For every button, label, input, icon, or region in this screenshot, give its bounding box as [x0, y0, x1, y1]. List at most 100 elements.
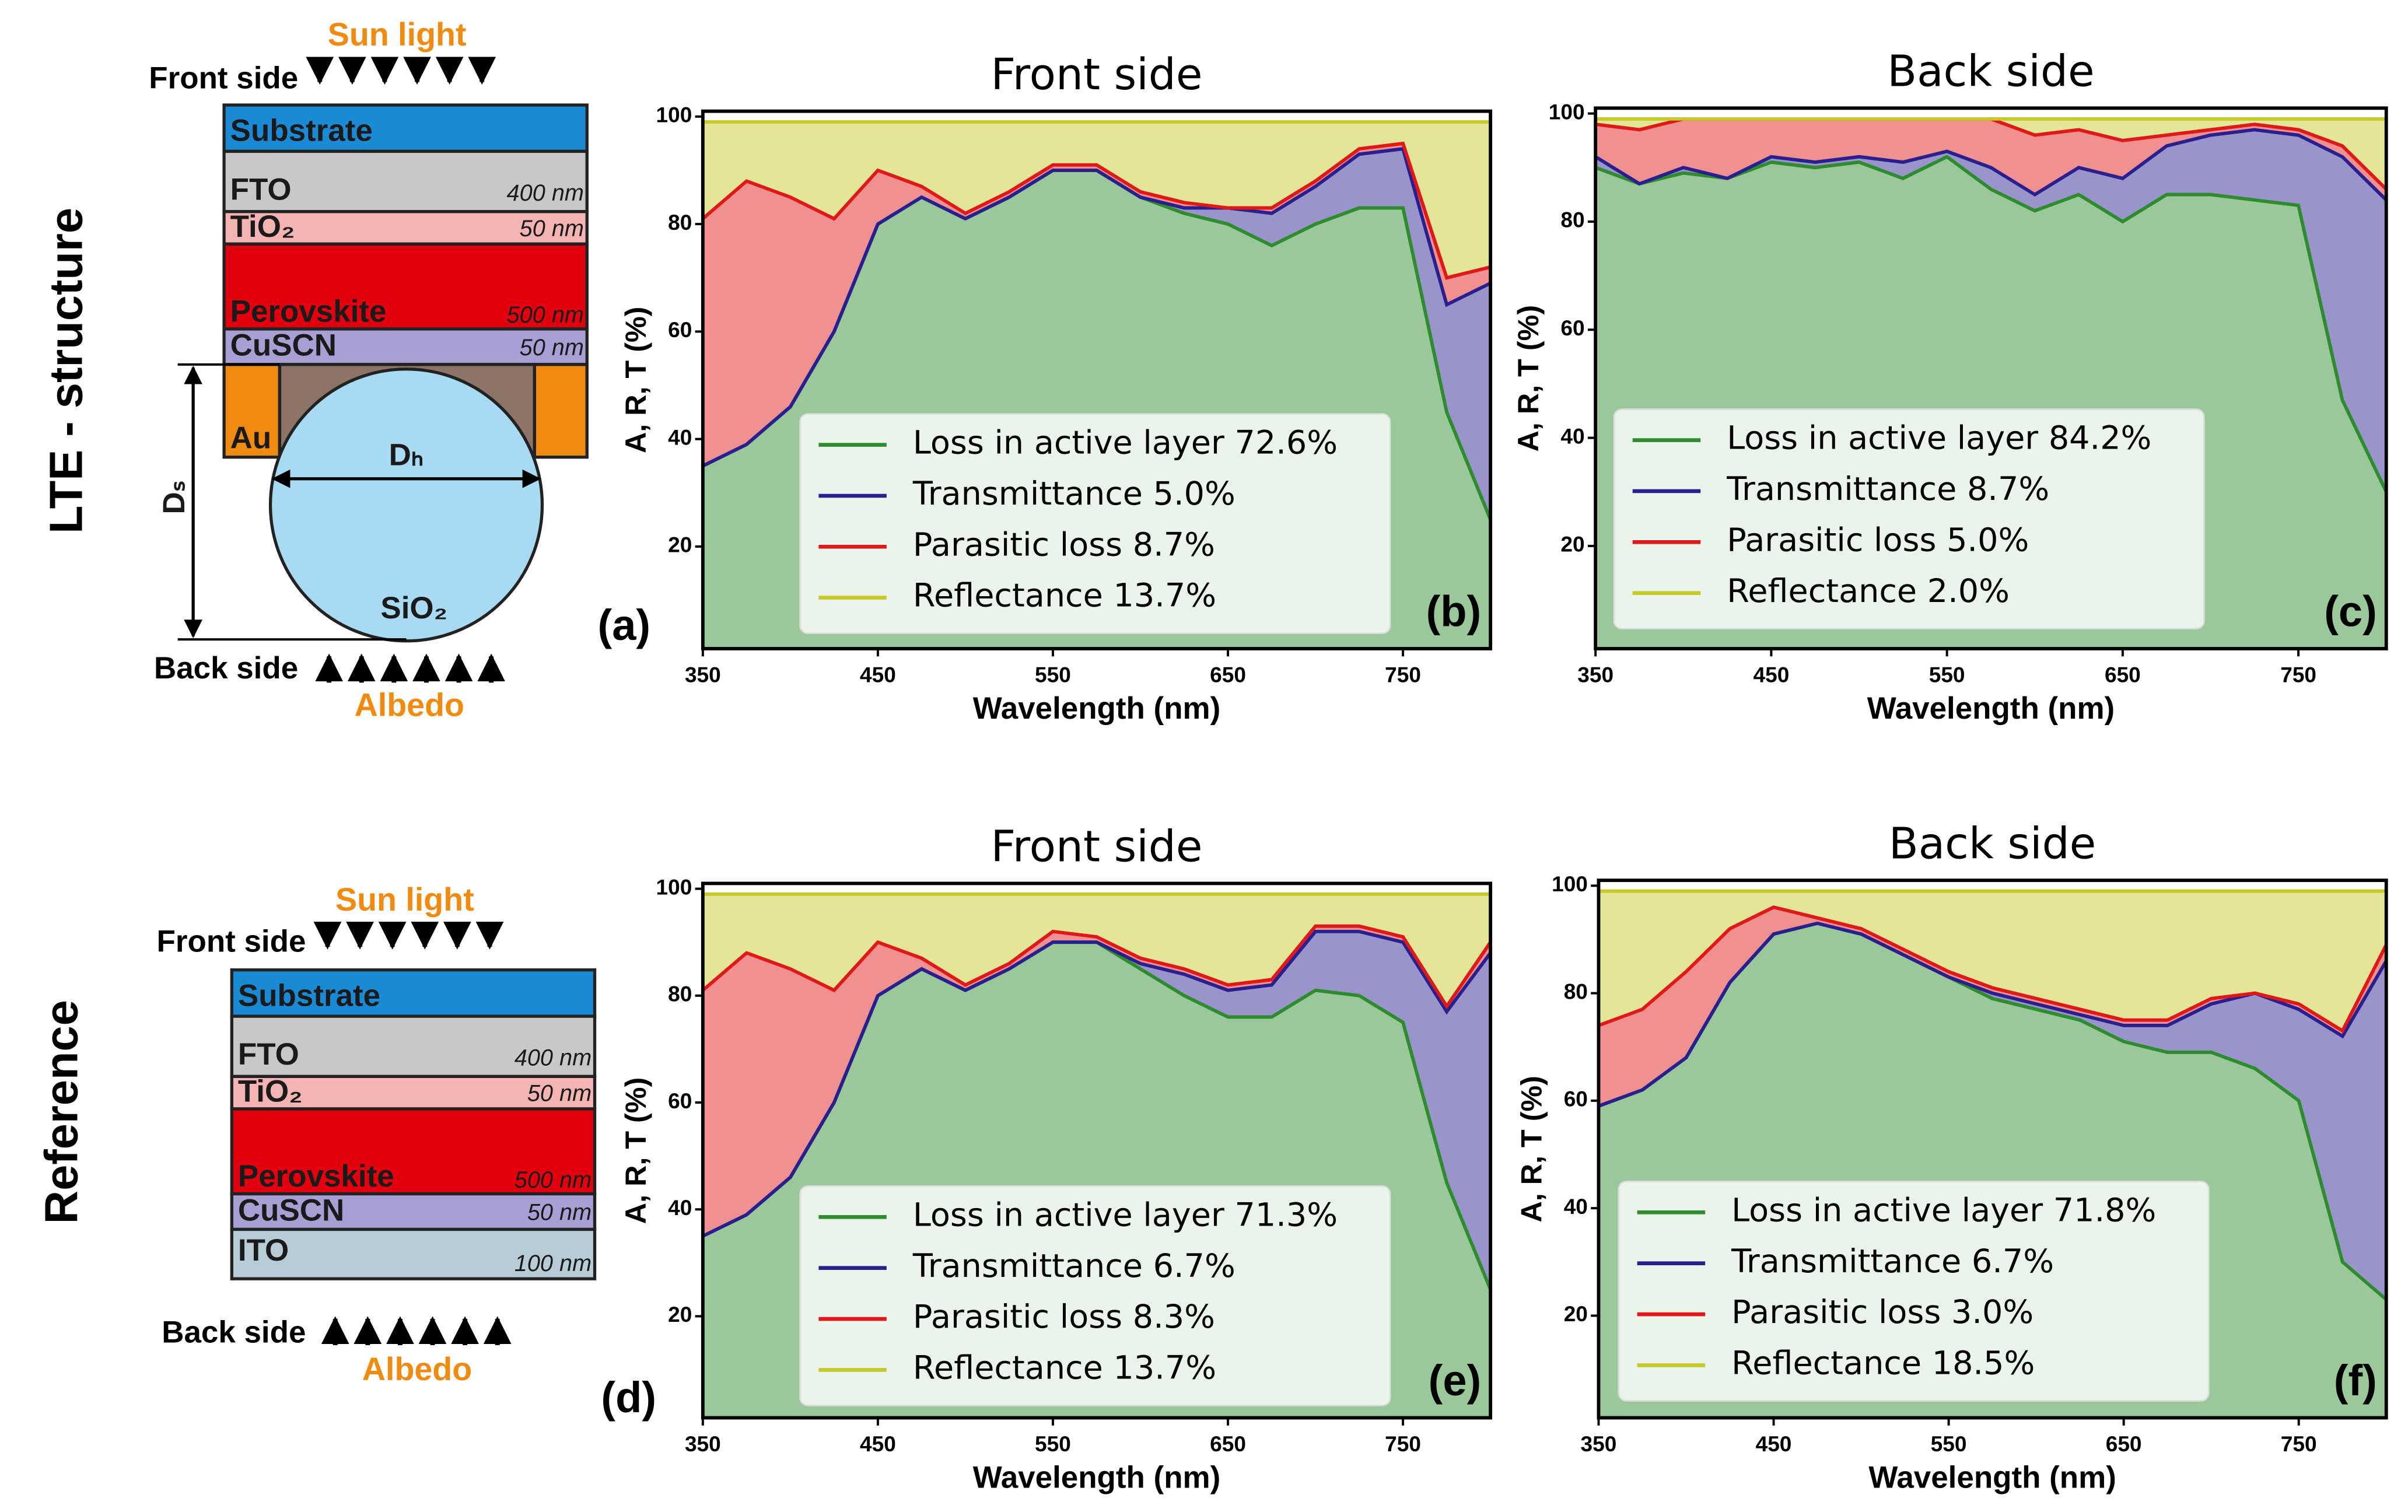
- legend-label: Loss in active layer 84.2%: [1727, 419, 2151, 457]
- x-tick-label: 750: [1385, 1432, 1421, 1456]
- y-tick-label: 40: [668, 1195, 692, 1220]
- chart-title: Front side: [991, 822, 1203, 872]
- legend: Loss in active layer 71.3% Transmittance …: [799, 1185, 1391, 1406]
- legend-label: Reflectance 13.7%: [913, 1349, 1216, 1387]
- x-tick-label: 650: [2105, 662, 2141, 687]
- y-axis-label: A, R, T (%): [619, 307, 652, 453]
- x-axis-label: Wavelength (nm): [973, 1460, 1220, 1494]
- legend-box: [1618, 1181, 2210, 1402]
- x-tick-label: 650: [2106, 1432, 2142, 1456]
- x-tick-label: 750: [2280, 662, 2316, 687]
- chart-title: Back side: [1889, 818, 2096, 869]
- y-tick-label: 20: [668, 533, 692, 557]
- y-tick-label: 100: [656, 103, 692, 127]
- front-label: Front side: [157, 925, 306, 959]
- thickness: 100 nm: [514, 1251, 592, 1276]
- legend-box: [799, 1185, 1391, 1406]
- layer-label: CuSCN: [238, 1193, 344, 1227]
- x-axis-label: Wavelength (nm): [1868, 1460, 2116, 1494]
- albedo-arrows: [321, 1316, 512, 1346]
- dh-label: Dₕ: [389, 438, 424, 473]
- y-tick-label: 40: [668, 425, 692, 449]
- back-label: Back side: [162, 1315, 306, 1350]
- area: [702, 122, 1491, 278]
- chart: 350 450 550 650 750 20 40 60 80 100 Back side Wavel…: [1515, 818, 2388, 1494]
- back-label: Back side: [154, 651, 298, 685]
- x-tick-label: 450: [1753, 662, 1789, 687]
- layer-label: Substrate: [238, 978, 380, 1013]
- x-tick-label: 650: [1210, 1432, 1246, 1456]
- chart-title: Front side: [991, 50, 1203, 100]
- x-tick-label: 450: [1756, 1432, 1792, 1456]
- albedo-label: Albedo: [355, 687, 464, 723]
- legend-label: Parasitic loss 3.0%: [1731, 1293, 2034, 1331]
- area: [1595, 118, 2386, 190]
- panel-label: (d): [601, 1373, 656, 1422]
- thickness: 500 nm: [507, 302, 584, 328]
- legend-label: Loss in active layer 71.8%: [1731, 1191, 2156, 1229]
- sun-arrows: [306, 57, 496, 85]
- legend-label: Parasitic loss 8.7%: [913, 526, 1215, 564]
- y-tick-label: 40: [1560, 424, 1584, 448]
- panel-label: (a): [598, 601, 651, 649]
- legend-box: [799, 413, 1391, 634]
- au-label: Au: [230, 421, 272, 456]
- legend-label: Transmittance 5.0%: [912, 475, 1236, 513]
- y-tick-label: 20: [1564, 1301, 1588, 1326]
- x-axis-label: Wavelength (nm): [973, 691, 1220, 726]
- layer-stack: [230, 968, 597, 1280]
- x-axis-label: Wavelength (nm): [1867, 691, 2115, 726]
- chart: 350 450 550 650 750 20 40 60 80 100 Back side Wavel…: [1511, 47, 2388, 726]
- sun-label: Sun light: [335, 881, 474, 918]
- y-axis-label: A, R, T (%): [619, 1077, 652, 1224]
- plot-frame: [701, 109, 1493, 650]
- series-line: [1595, 128, 2386, 201]
- sphere-label: SiO₂: [380, 591, 447, 625]
- plot-frame: [1594, 106, 2388, 650]
- area: [1598, 923, 2386, 1300]
- y-tick-label: 20: [668, 1302, 692, 1326]
- y-axis-label: A, R, T (%): [1515, 1076, 1548, 1222]
- x-tick-label: 550: [1035, 662, 1071, 687]
- chart-title: Back side: [1887, 47, 2094, 97]
- layer-label: ITO: [238, 1233, 289, 1268]
- panel-label: (f): [2334, 1356, 2377, 1405]
- albedo-label: Albedo: [362, 1351, 472, 1387]
- series-line: [702, 929, 1491, 1238]
- y-tick-label: 80: [668, 210, 692, 235]
- layer-label: TiO₂: [238, 1074, 303, 1108]
- y-tick-label: 40: [1564, 1194, 1588, 1219]
- x-tick-label: 750: [2281, 1432, 2317, 1456]
- row-label: LTE - structure: [40, 208, 92, 534]
- y-tick-label: 60: [668, 317, 692, 342]
- x-tick-label: 550: [1929, 662, 1965, 687]
- legend-label: Loss in active layer 72.6%: [913, 424, 1338, 462]
- legend-label: Reflectance 2.0%: [1727, 572, 2010, 610]
- chart: 350 450 550 650 750 20 40 60 80 100 Front side Wave…: [619, 50, 1493, 726]
- legend-label: Reflectance 13.7%: [913, 577, 1216, 615]
- thickness: 50 nm: [527, 1199, 592, 1225]
- diagram-d: Reference Sun light Front side Substrate…: [35, 881, 656, 1422]
- x-tick-label: 750: [1385, 662, 1421, 687]
- sun-label: Sun light: [328, 16, 467, 52]
- series-line: [1598, 905, 2386, 1034]
- ds-label: Dₛ: [157, 481, 191, 514]
- x-tick-label: 350: [685, 1432, 721, 1456]
- thickness: 400 nm: [514, 1045, 592, 1071]
- area: [702, 931, 1491, 1290]
- y-tick-label: 80: [1564, 979, 1588, 1003]
- x-tick-label: 350: [1581, 1432, 1617, 1456]
- legend-label: Loss in active layer 71.3%: [913, 1196, 1338, 1234]
- area: [702, 894, 1491, 1007]
- y-tick-label: 100: [656, 874, 692, 899]
- plot-frame: [1597, 878, 2388, 1420]
- legend-label: Transmittance 6.7%: [1731, 1242, 2054, 1280]
- y-tick-label: 60: [1564, 1087, 1588, 1111]
- y-tick-label: 80: [668, 982, 692, 1006]
- y-tick-label: 60: [668, 1088, 692, 1113]
- series-line: [702, 141, 1491, 280]
- thickness: 500 nm: [514, 1167, 592, 1193]
- diagram-a: LTE - structure Sun light Front side Sub…: [40, 16, 650, 723]
- layer-label: FTO: [238, 1037, 299, 1072]
